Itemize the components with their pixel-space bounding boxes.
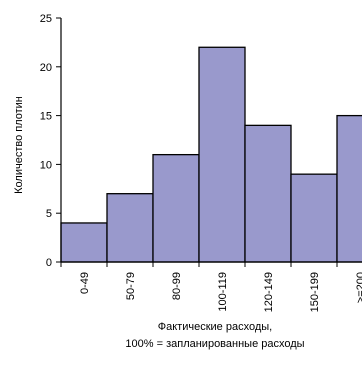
bar->=200 (336, 114, 362, 263)
y-tick-label: 0 (46, 257, 52, 269)
x-tick-label: 120-149 (263, 272, 275, 312)
bar-100-119 (198, 46, 246, 263)
bar-50-79 (106, 193, 154, 263)
y-tick-label: 10 (40, 159, 52, 171)
y-tick-label: 15 (40, 111, 52, 123)
y-axis-label: Количество плотин (13, 96, 25, 194)
bars-group (60, 46, 362, 263)
x-axis-label-line-1: Фактические расходы, (158, 321, 272, 333)
x-tick-label: 0-49 (79, 272, 91, 294)
x-tick-label: 100-119 (217, 272, 229, 312)
y-tick-label: 5 (46, 208, 52, 220)
bar-120-149 (244, 124, 292, 263)
y-tick-label: 25 (40, 13, 52, 25)
bar-150-199 (290, 173, 338, 263)
x-tick-label: >=200 (355, 272, 362, 303)
x-ticks-group: 0-49 50-79 80-99 100-119 120-149 150-199 >=200 (60, 262, 362, 312)
x-tick-label: 50-79 (125, 272, 137, 300)
x-tick-label: 80-99 (171, 272, 183, 300)
x-axis-label-line-2: 100% = запланированные расходы (125, 338, 304, 350)
x-tick-label: 150-199 (309, 272, 321, 312)
axes-group (60, 18, 362, 263)
y-ticks-group: 0 5 10 15 20 25 (40, 13, 61, 269)
bar-80-99 (152, 153, 200, 263)
bar-0-49 (60, 222, 108, 263)
y-tick-label: 20 (40, 62, 52, 74)
